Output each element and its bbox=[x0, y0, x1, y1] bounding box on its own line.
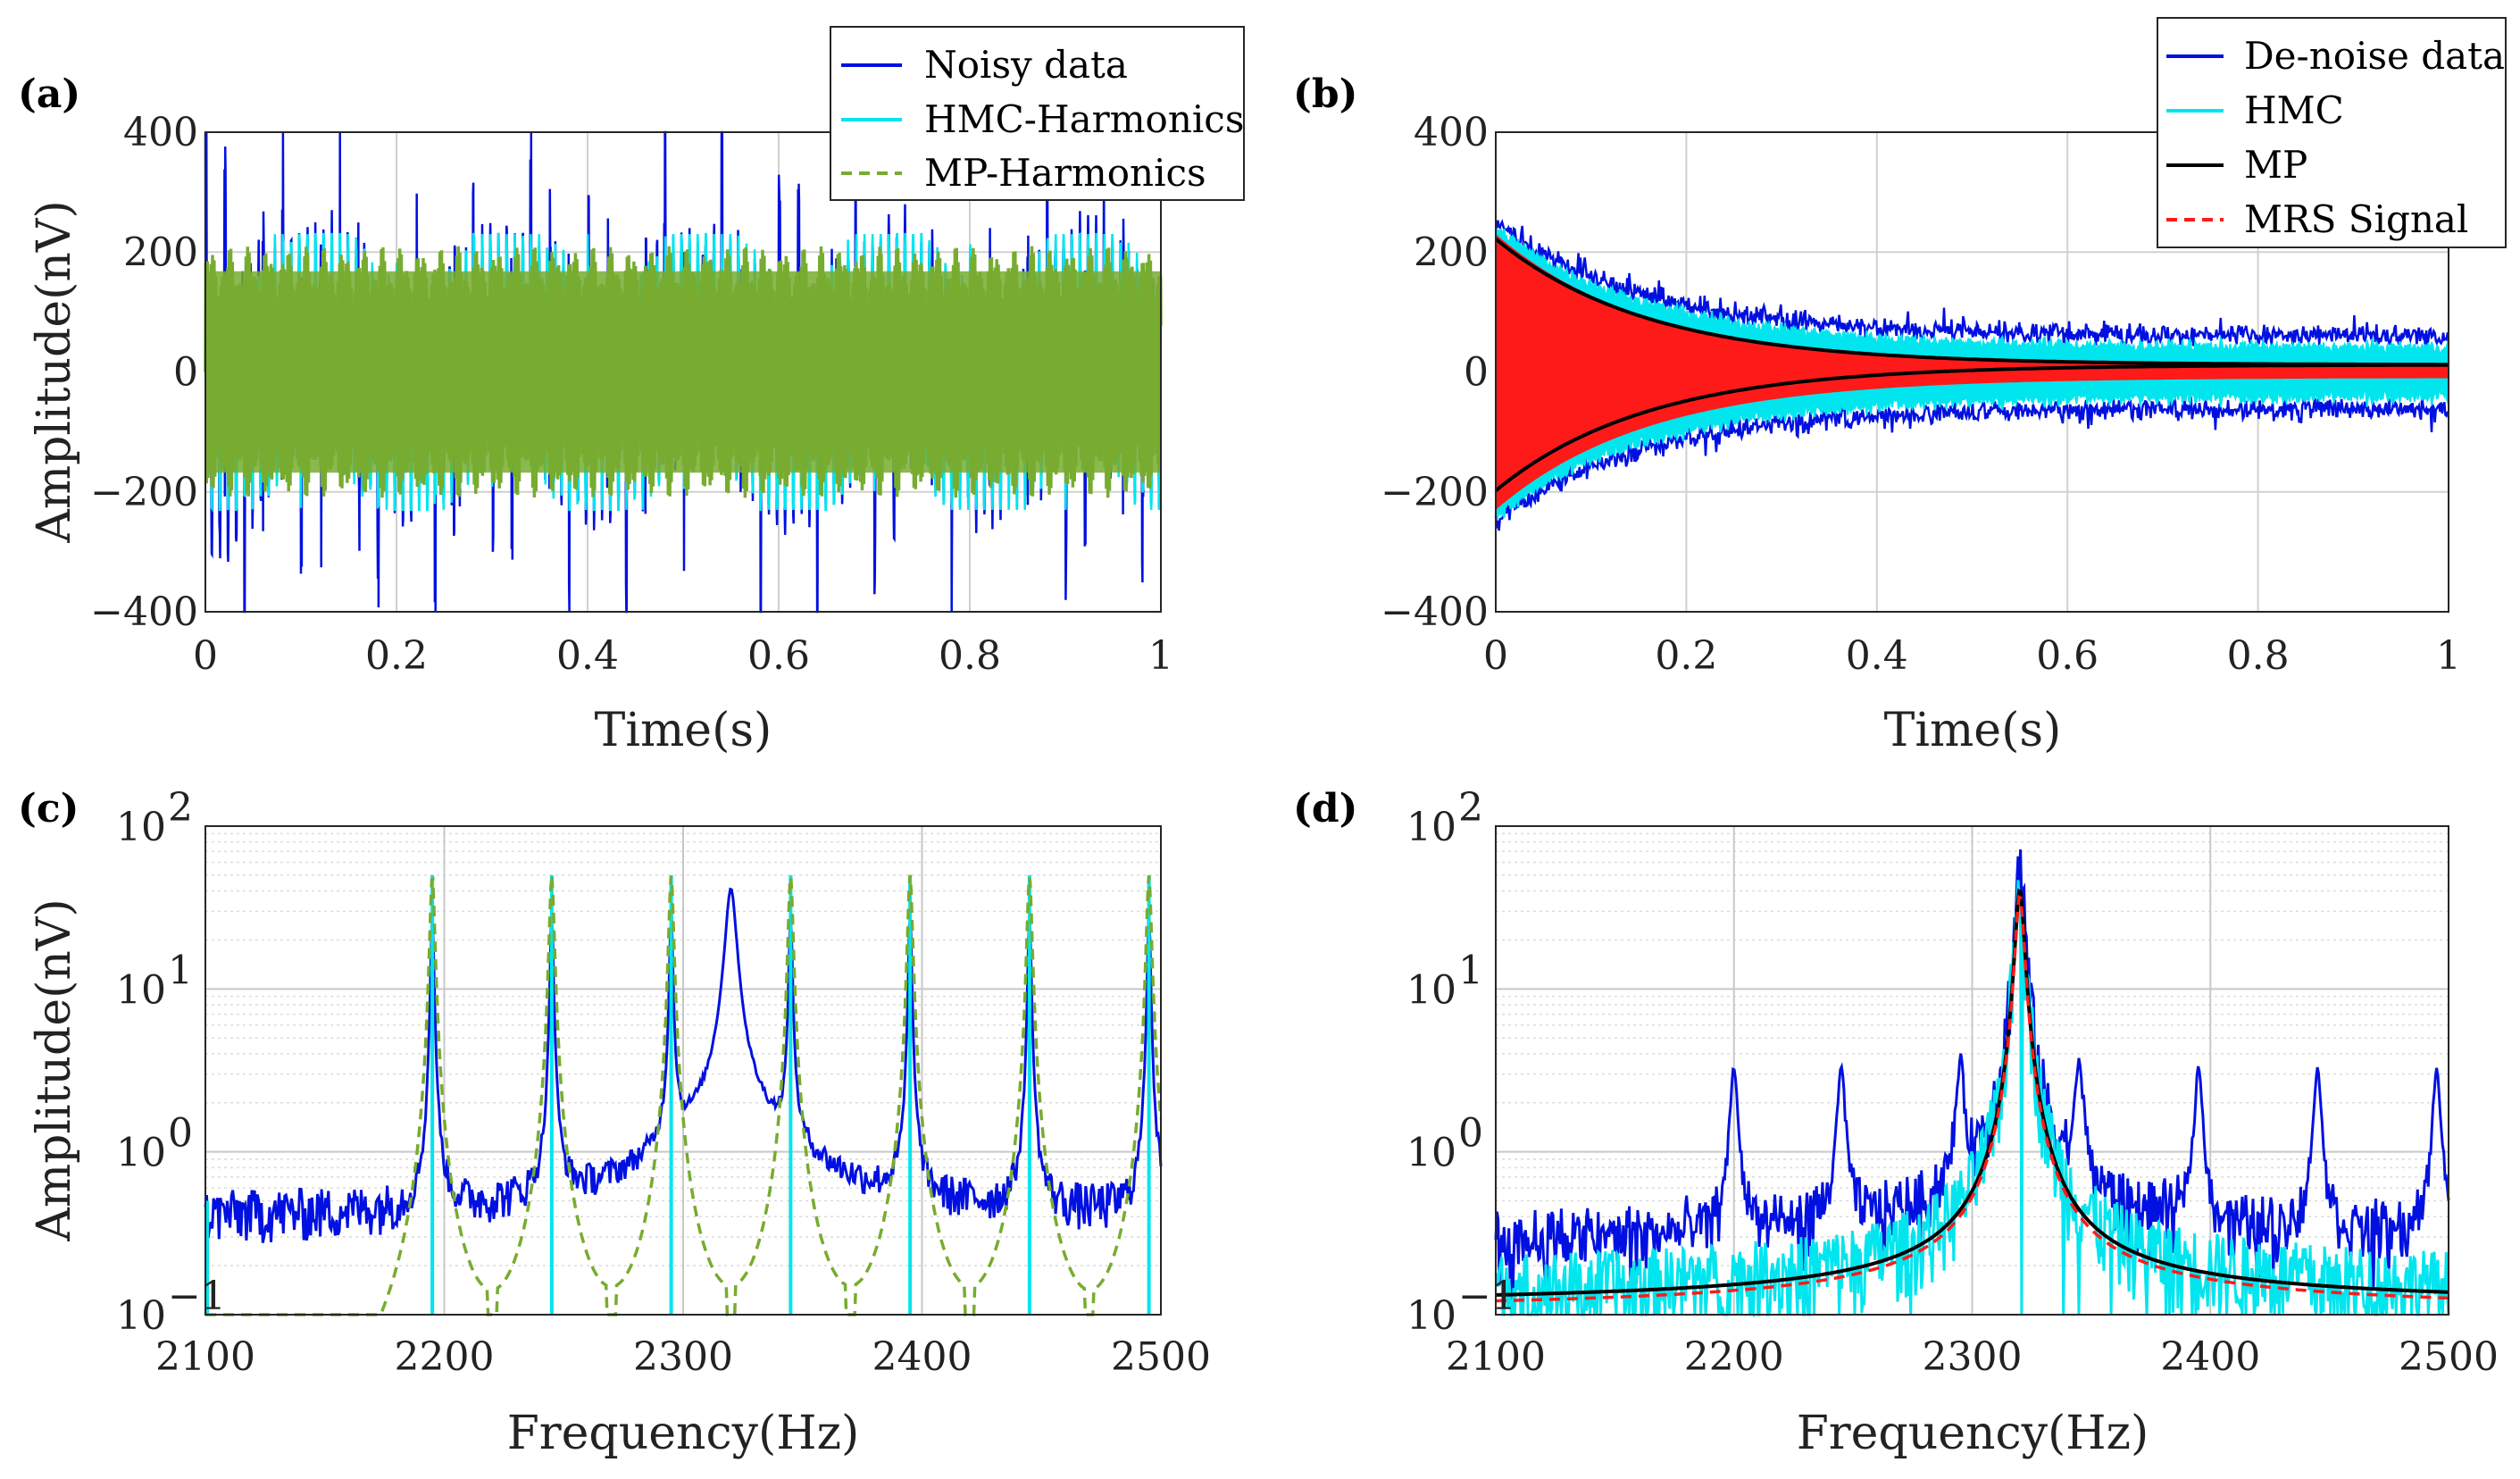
legend-entry-a-0: Noisy data bbox=[924, 43, 1128, 87]
x-axis-label-a: Time(s) bbox=[595, 704, 772, 757]
y-axis-label-c: Amplitude(nV) bbox=[28, 898, 81, 1241]
y-tick-exp-c-2: 1 bbox=[168, 948, 193, 993]
x-tick-label-b-5: 1 bbox=[2436, 633, 2461, 679]
legend-entry-b-0: De-noise data bbox=[2244, 34, 2505, 78]
x-tick-label-d-2: 2300 bbox=[1923, 1334, 2023, 1380]
x-tick-label-c-1: 2200 bbox=[395, 1334, 495, 1380]
axes-box-a bbox=[204, 131, 1162, 613]
x-tick-label-a-5: 1 bbox=[1148, 633, 1173, 679]
y-tick-label-a-0: −400 bbox=[90, 589, 198, 635]
x-tick-label-c-4: 2500 bbox=[1111, 1334, 1211, 1380]
series-line-d-1 bbox=[1494, 880, 2450, 1318]
grid-c bbox=[205, 826, 1161, 1315]
x-tick-label-a-1: 0.2 bbox=[365, 633, 428, 679]
legend-entry-b-2: MP bbox=[2244, 143, 2307, 187]
axes-box-c bbox=[204, 825, 1162, 1316]
legend-entry-b-1: HMC bbox=[2244, 88, 2344, 132]
series-layer-c bbox=[204, 874, 1163, 1316]
panel-b: (b) 0 0.2 0.4 0.6 0.8 1 −400 −200 0 200 400 Time(… bbox=[1293, 17, 2507, 757]
y-tick-label-b-3: 200 bbox=[1414, 230, 1489, 275]
x-axis-label-d: Frequency(Hz) bbox=[1797, 1407, 2149, 1460]
y-tick-label-c-2: 10 bbox=[116, 967, 166, 1013]
grid-d bbox=[1496, 826, 2449, 1315]
x-tick-label-b-1: 0.2 bbox=[1655, 633, 1717, 679]
y-tick-label-b-4: 400 bbox=[1414, 110, 1489, 155]
x-ticks-a: 0 0.2 0.4 0.6 0.8 1 bbox=[193, 633, 1173, 679]
y-tick-label-a-2: 0 bbox=[173, 350, 198, 396]
x-tick-label-a-0: 0 bbox=[193, 633, 218, 679]
legend-entry-a-1: HMC-Harmonics bbox=[924, 97, 1244, 141]
series-line-b-0-upper bbox=[1494, 219, 2449, 349]
x-ticks-d: 2100 2200 2300 2400 2500 bbox=[1446, 1334, 2499, 1380]
series-line-d-2 bbox=[1495, 888, 2449, 1297]
legend-box-a bbox=[830, 26, 1245, 201]
panel-label-c: (c) bbox=[18, 786, 79, 831]
series-line-d-3 bbox=[1495, 894, 2449, 1303]
y-tick-label-c-0: 10 bbox=[116, 1293, 166, 1339]
x-tick-label-b-0: 0 bbox=[1483, 633, 1508, 679]
legend-entry-b-3: MRS Signal bbox=[2244, 197, 2468, 241]
y-tick-label-d-1: 10 bbox=[1406, 1131, 1456, 1176]
y-ticks-b: −400 −200 0 200 400 bbox=[1381, 110, 1489, 635]
series-layer-b bbox=[1494, 219, 2449, 531]
x-tick-label-d-1: 2200 bbox=[1684, 1334, 1784, 1380]
x-ticks-c: 2100 2200 2300 2400 2500 bbox=[155, 1334, 1211, 1380]
y-tick-label-d-3: 10 bbox=[1406, 805, 1456, 850]
x-tick-label-a-4: 0.8 bbox=[939, 633, 1001, 679]
series-band-a-2 bbox=[205, 271, 1161, 473]
panel-label-d: (d) bbox=[1293, 786, 1357, 831]
y-tick-label-b-2: 0 bbox=[1464, 350, 1489, 396]
y-tick-label-a-1: −200 bbox=[90, 470, 198, 515]
y-tick-exp-d-2: 1 bbox=[1458, 948, 1483, 993]
x-tick-label-c-2: 2300 bbox=[633, 1334, 733, 1380]
y-tick-exp-c-1: 0 bbox=[168, 1111, 193, 1157]
series-layer-a bbox=[204, 130, 1163, 614]
series-layer-d bbox=[1494, 849, 2450, 1318]
y-tick-label-b-1: −200 bbox=[1381, 470, 1489, 515]
axes-box-d bbox=[1495, 825, 2449, 1316]
panel-a: (a) 0 0.2 0.4 0.6 0.8 1 −400 −200 0 200 400 Time(… bbox=[18, 26, 1245, 757]
x-tick-label-b-4: 0.8 bbox=[2227, 633, 2290, 679]
x-tick-label-a-2: 0.4 bbox=[556, 633, 619, 679]
legend-b: De-noise data HMC MP MRS Signal bbox=[2157, 17, 2507, 248]
y-tick-label-a-3: 200 bbox=[123, 230, 198, 275]
x-tick-label-a-3: 0.6 bbox=[747, 633, 810, 679]
y-tick-label-c-3: 10 bbox=[116, 805, 166, 850]
x-tick-label-b-3: 0.6 bbox=[2036, 633, 2099, 679]
y-tick-exp-d-0: −1 bbox=[1458, 1274, 1516, 1319]
y-tick-label-d-2: 10 bbox=[1406, 967, 1456, 1013]
y-tick-exp-d-1: 0 bbox=[1458, 1111, 1483, 1157]
x-ticks-b: 0 0.2 0.4 0.6 0.8 1 bbox=[1483, 633, 2461, 679]
y-tick-exp-c-0: −1 bbox=[168, 1274, 226, 1319]
series-line-b-0-lower bbox=[1494, 392, 2449, 531]
y-ticks-a: −400 −200 0 200 400 bbox=[90, 110, 198, 635]
x-axis-label-b: Time(s) bbox=[1884, 704, 2062, 757]
y-axis-label-a: Amplitude(nV) bbox=[28, 200, 81, 543]
axes-box-b bbox=[1495, 131, 2449, 613]
y-tick-label-c-1: 10 bbox=[116, 1131, 166, 1176]
series-line-c-2 bbox=[205, 874, 1163, 1316]
legend-a: Noisy data HMC-Harmonics MP-Harmonics bbox=[830, 26, 1245, 201]
y-tick-exp-c-3: 2 bbox=[168, 785, 193, 831]
panel-label-b: (b) bbox=[1293, 71, 1357, 117]
x-tick-label-d-4: 2500 bbox=[2399, 1334, 2499, 1380]
legend-entry-a-2: MP-Harmonics bbox=[924, 151, 1206, 195]
x-tick-label-b-2: 0.4 bbox=[1846, 633, 1908, 679]
x-tick-label-d-0: 2100 bbox=[1446, 1334, 1546, 1380]
y-tick-label-a-4: 400 bbox=[123, 110, 198, 155]
x-tick-label-d-3: 2400 bbox=[2160, 1334, 2260, 1380]
x-tick-label-c-0: 2100 bbox=[155, 1334, 255, 1380]
panel-label-a: (a) bbox=[18, 71, 80, 117]
series-line-b-2-lower bbox=[1494, 363, 2449, 492]
y-tick-label-d-0: 10 bbox=[1406, 1293, 1456, 1339]
y-tick-label-b-0: −400 bbox=[1381, 589, 1489, 635]
y-tick-exp-d-3: 2 bbox=[1458, 785, 1483, 831]
x-tick-label-c-3: 2400 bbox=[872, 1334, 972, 1380]
x-axis-label-c: Frequency(Hz) bbox=[507, 1407, 860, 1460]
